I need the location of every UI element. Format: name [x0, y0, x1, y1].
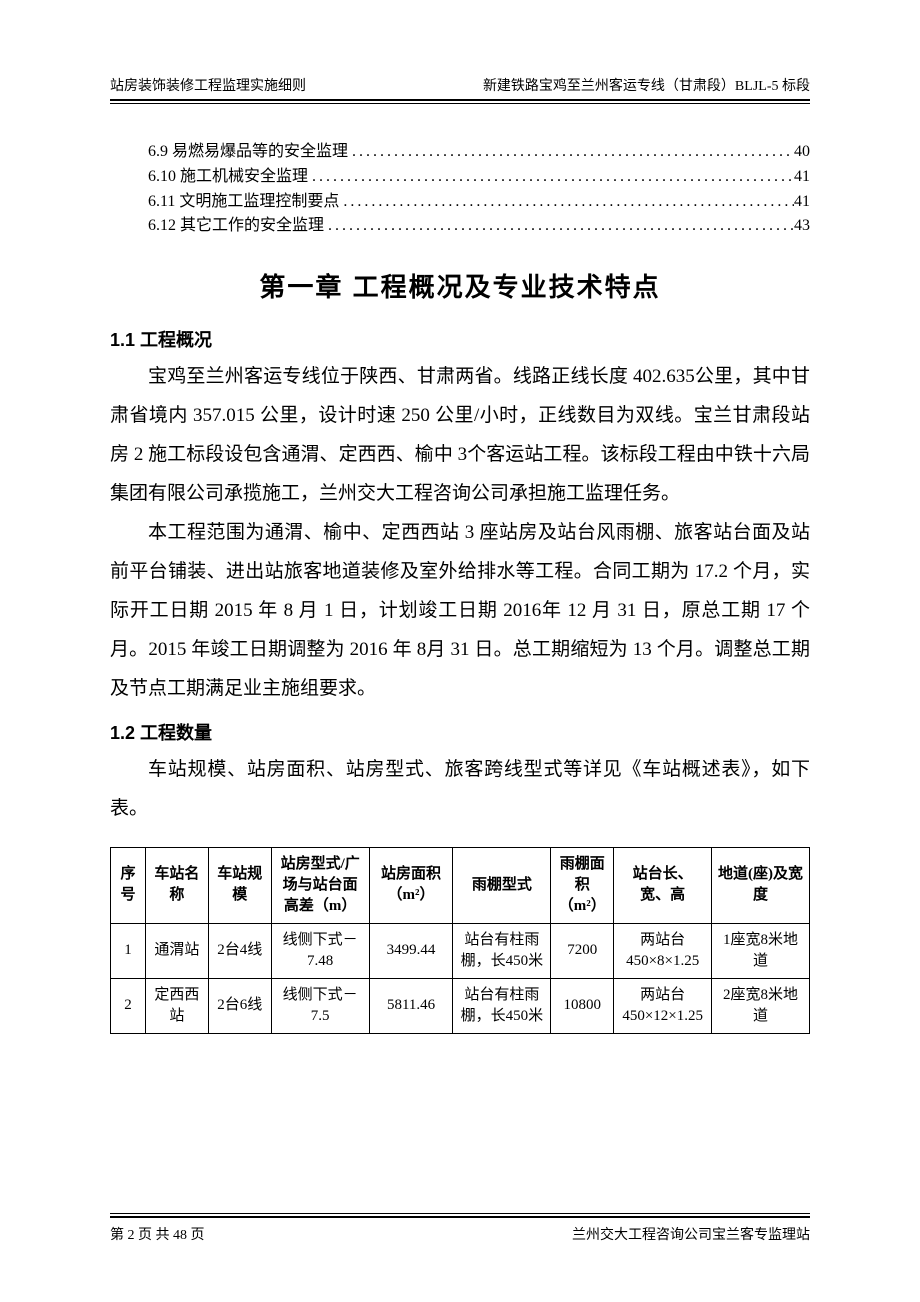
- footer-rule-thin: [110, 1213, 810, 1214]
- td: 定西西站: [145, 978, 208, 1033]
- toc-leader: ........................................…: [348, 140, 794, 165]
- td: 2: [111, 978, 146, 1033]
- header-left: 站房装饰装修工程监理实施细则: [110, 75, 306, 95]
- th: 雨棚型式: [453, 847, 551, 923]
- toc-label: 6.11 文明施工监理控制要点: [148, 190, 339, 215]
- table-header-row: 序号 车站名称 车站规模 站房型式/广场与站台面高差（m） 站房面积（m²） 雨…: [111, 847, 810, 923]
- th: 站房面积（m²）: [369, 847, 453, 923]
- toc-page: 41: [794, 165, 810, 190]
- th: 雨棚面积（m²）: [551, 847, 614, 923]
- toc-page: 43: [794, 214, 810, 239]
- td: 线侧下式－7.5: [271, 978, 369, 1033]
- th: 站房型式/广场与站台面高差（m）: [271, 847, 369, 923]
- td: 7200: [551, 923, 614, 978]
- th: 地道(座)及宽度: [712, 847, 810, 923]
- th: 站台长、宽、高: [614, 847, 712, 923]
- header-rule-thin: [110, 103, 810, 104]
- toc-entry: 6.9 易燃易爆品等的安全监理 ........................…: [148, 140, 810, 165]
- toc-block: 6.9 易燃易爆品等的安全监理 ........................…: [110, 140, 810, 239]
- td: 两站台450×12×1.25: [614, 978, 712, 1033]
- paragraph: 宝鸡至兰州客运专线位于陕西、甘肃两省。线路正线长度 402.635公里，其中甘肃…: [110, 358, 810, 514]
- header-right: 新建铁路宝鸡至兰州客运专线（甘肃段）BLJL-5 标段: [483, 75, 810, 95]
- page-header: 站房装饰装修工程监理实施细则 新建铁路宝鸡至兰州客运专线（甘肃段）BLJL-5 …: [110, 75, 810, 99]
- header-rule-thick: [110, 99, 810, 101]
- section-heading-1-2: 1.2 工程数量: [110, 719, 810, 745]
- toc-label: 6.12 其它工作的安全监理: [148, 214, 324, 239]
- table-row: 2 定西西站 2台6线 线侧下式－7.5 5811.46 站台有柱雨棚，长450…: [111, 978, 810, 1033]
- td: 1座宽8米地道: [712, 923, 810, 978]
- td: 2台4线: [208, 923, 271, 978]
- page-footer: 第 2 页 共 48 页 兰州交大工程咨询公司宝兰客专监理站: [110, 1213, 810, 1244]
- td: 1: [111, 923, 146, 978]
- toc-page: 41: [794, 190, 810, 215]
- paragraph: 本工程范围为通渭、榆中、定西西站 3 座站房及站台风雨棚、旅客站台面及站前平台铺…: [110, 514, 810, 709]
- toc-entry: 6.12 其它工作的安全监理 .........................…: [148, 214, 810, 239]
- toc-leader: ........................................…: [308, 165, 794, 190]
- td: 通渭站: [145, 923, 208, 978]
- footer-rule-thick: [110, 1216, 810, 1218]
- station-overview-table: 序号 车站名称 车站规模 站房型式/广场与站台面高差（m） 站房面积（m²） 雨…: [110, 847, 810, 1034]
- td: 线侧下式－7.48: [271, 923, 369, 978]
- toc-page: 40: [794, 140, 810, 165]
- td: 站台有柱雨棚，长450米: [453, 923, 551, 978]
- td: 3499.44: [369, 923, 453, 978]
- toc-entry: 6.10 施工机械安全监理 ..........................…: [148, 165, 810, 190]
- chapter-title: 第一章 工程概况及专业技术特点: [110, 267, 810, 304]
- footer-right: 兰州交大工程咨询公司宝兰客专监理站: [572, 1224, 810, 1244]
- td: 站台有柱雨棚，长450米: [453, 978, 551, 1033]
- th: 车站名称: [145, 847, 208, 923]
- section-heading-1-1: 1.1 工程概况: [110, 326, 810, 352]
- toc-leader: ........................................…: [339, 190, 794, 215]
- toc-entry: 6.11 文明施工监理控制要点 ........................…: [148, 190, 810, 215]
- paragraph: 车站规模、站房面积、站房型式、旅客跨线型式等详见《车站概述表》，如下表。: [110, 751, 810, 829]
- toc-label: 6.10 施工机械安全监理: [148, 165, 308, 190]
- th: 序号: [111, 847, 146, 923]
- table-row: 1 通渭站 2台4线 线侧下式－7.48 3499.44 站台有柱雨棚，长450…: [111, 923, 810, 978]
- td: 2座宽8米地道: [712, 978, 810, 1033]
- th: 车站规模: [208, 847, 271, 923]
- document-page: 站房装饰装修工程监理实施细则 新建铁路宝鸡至兰州客运专线（甘肃段）BLJL-5 …: [0, 0, 920, 1302]
- toc-label: 6.9 易燃易爆品等的安全监理: [148, 140, 348, 165]
- toc-leader: ........................................…: [324, 214, 794, 239]
- td: 2台6线: [208, 978, 271, 1033]
- footer-left: 第 2 页 共 48 页: [110, 1224, 205, 1244]
- td: 5811.46: [369, 978, 453, 1033]
- td: 两站台450×8×1.25: [614, 923, 712, 978]
- td: 10800: [551, 978, 614, 1033]
